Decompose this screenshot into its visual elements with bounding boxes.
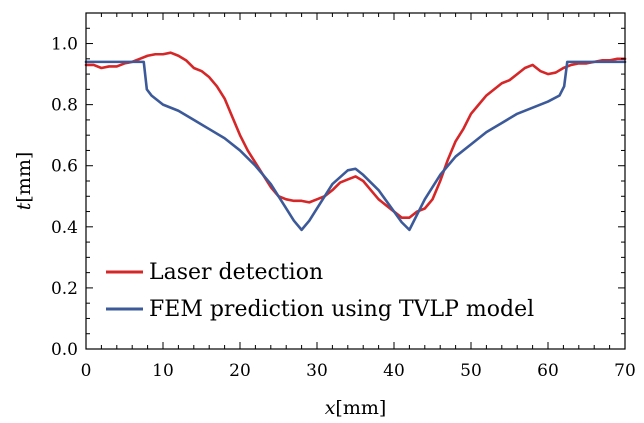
x-tick-label: 20	[229, 361, 251, 381]
y-tick-label: 1.0	[51, 35, 78, 55]
fem-prediction-line	[84, 60, 627, 232]
x-tick-label: 0	[81, 361, 92, 381]
x-tick-label: 70	[614, 361, 636, 381]
x-tick-label: 60	[537, 361, 559, 381]
y-tick-label: 0.0	[51, 340, 78, 360]
y-tick-label: 0.4	[51, 218, 78, 238]
legend-label-fem: FEM prediction using TVLP model	[149, 297, 534, 322]
laser-detection-line	[84, 51, 627, 219]
x-axis-label: x[mm]	[325, 397, 387, 419]
y-tick-label: 0.2	[51, 279, 78, 299]
y-tick-label: 0.8	[51, 96, 78, 116]
x-tick-label: 40	[383, 361, 405, 381]
x-tick-label: 30	[306, 361, 328, 381]
legend-label-laser: Laser detection	[149, 260, 323, 285]
x-tick-label: 10	[152, 361, 174, 381]
plot-area	[84, 51, 627, 232]
x-tick-label: 50	[460, 361, 482, 381]
y-tick-label: 0.6	[51, 157, 78, 177]
axes: 0 10 20 30 40 50 60 70 0.0 0.2 0.4 0.6 0.8 1.0 x[mm] t[…	[13, 12, 636, 419]
legend: Laser detection FEM prediction using TVLP…	[106, 260, 534, 322]
y-axis-label: t[mm]	[13, 152, 35, 211]
